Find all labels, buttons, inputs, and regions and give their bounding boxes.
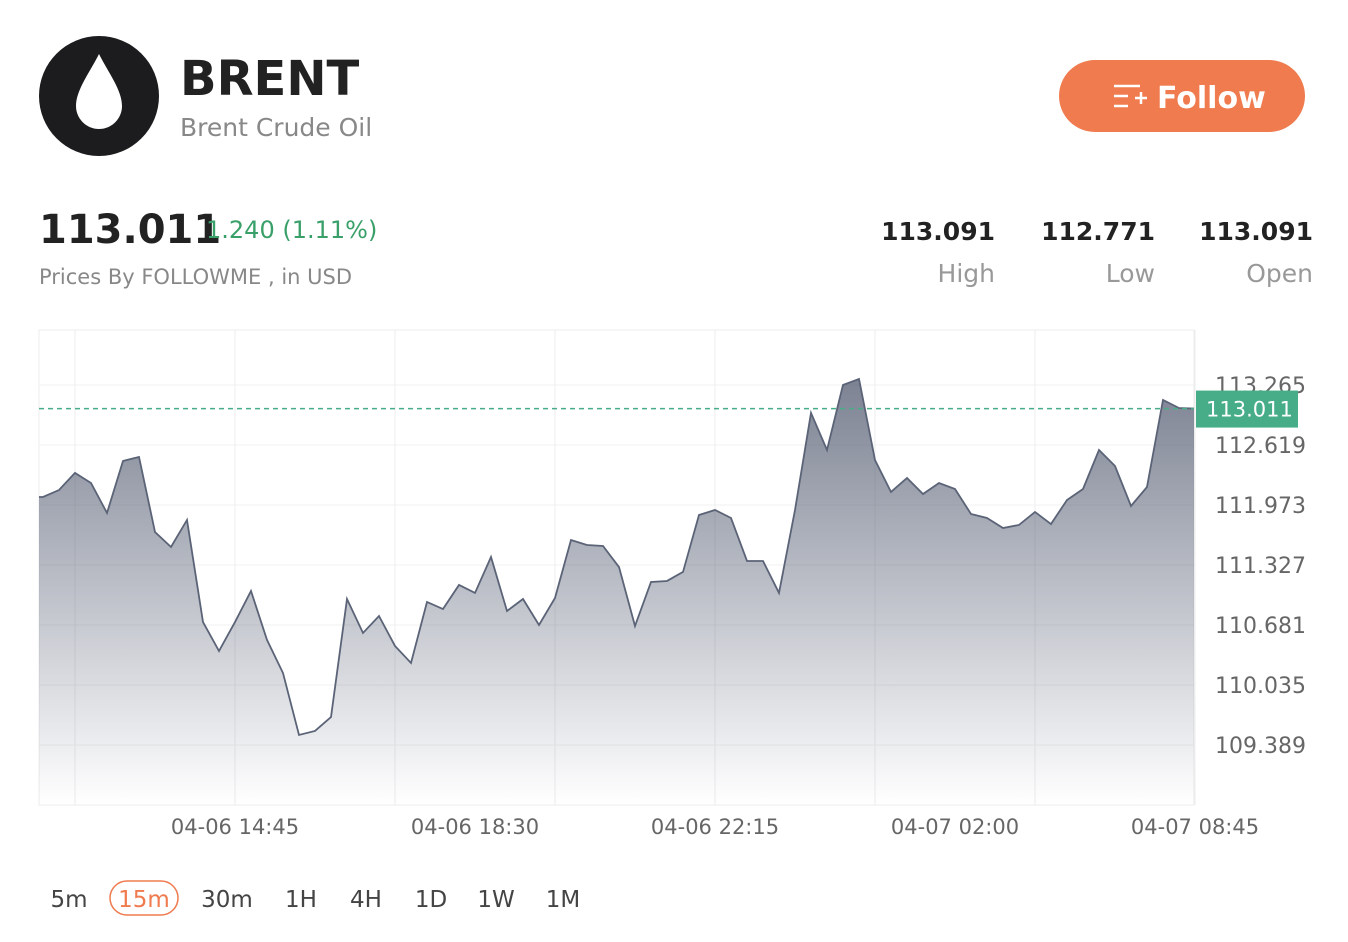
interval-option[interactable]: 1D: [415, 887, 447, 913]
price-note: Prices By FOLLOWME , in USD: [39, 265, 352, 289]
interval-option[interactable]: 1M: [546, 887, 580, 913]
stat-label: Low: [1106, 259, 1155, 288]
price-line: [39, 377, 1195, 737]
y-tick-label: 110.681: [1215, 614, 1306, 639]
x-tick-label: 04-07 02:00: [891, 815, 1019, 839]
interval-option[interactable]: 1H: [285, 887, 317, 913]
chart: 04-06 14:45 04-06 18:30 04-06 22:15 04-07 0…: [39, 330, 1306, 839]
stat-value: 113.091: [1199, 217, 1313, 246]
x-tick-label: 04-06 18:30: [411, 815, 539, 839]
stat-label: High: [938, 259, 995, 288]
price: 113.011: [39, 207, 221, 253]
y-tick-label: 112.619: [1215, 434, 1306, 459]
follow-button[interactable]: Follow: [1059, 60, 1305, 132]
x-tick-label: 04-07 08:45: [1131, 815, 1259, 839]
stat-value: 113.091: [881, 217, 995, 246]
interval-selected[interactable]: [109, 880, 179, 916]
y-tick-label: 111.973: [1215, 494, 1306, 519]
logo: [39, 36, 159, 156]
area: [39, 378, 1194, 805]
x-tick-label: 04-06 22:15: [651, 815, 779, 839]
interval-option[interactable]: 1W: [477, 887, 514, 913]
interval-option[interactable]: 5m: [50, 887, 87, 913]
interval-selector: 5m 15m 30m 1H 4H 1D 1W 1M: [50, 880, 580, 916]
stats: 113.091 High 112.771 Low 113.091 Open: [881, 217, 1313, 288]
y-tick-label: 109.389: [1215, 734, 1306, 759]
current-price-label: 113.011: [1206, 398, 1293, 422]
subtitle: Brent Crude Oil: [180, 113, 372, 142]
x-tick-label: 04-06 14:45: [171, 815, 299, 839]
interval-option[interactable]: 4H: [350, 887, 382, 913]
interval-option[interactable]: 30m: [201, 887, 253, 913]
interval-option[interactable]: 15m: [118, 887, 170, 913]
stat-value: 112.771: [1041, 217, 1155, 246]
stat-label: Open: [1246, 259, 1313, 288]
price-change: 1.240 (1.11%): [206, 216, 377, 244]
y-tick-label: 111.327: [1215, 554, 1306, 579]
current-price-tag: [1196, 390, 1298, 428]
title: BRENT: [180, 51, 360, 107]
y-tick-label: 110.035: [1215, 674, 1306, 699]
follow-label[interactable]: Follow: [1157, 81, 1266, 116]
